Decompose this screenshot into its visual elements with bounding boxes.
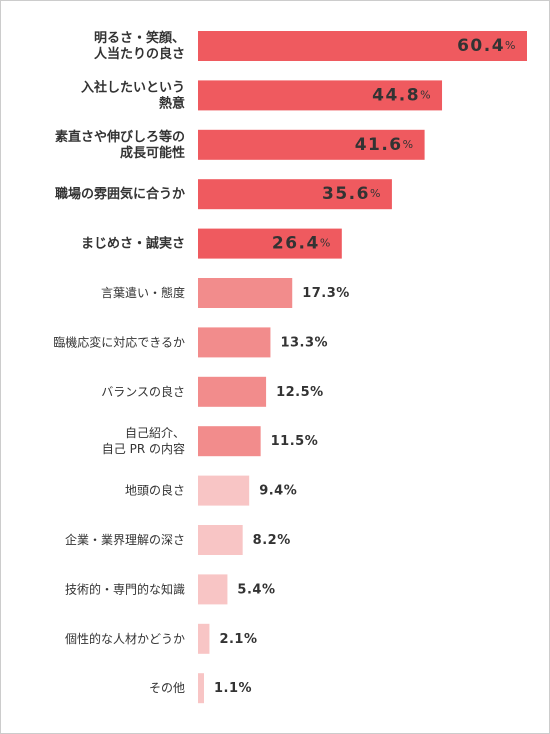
bar: [198, 623, 210, 654]
bar: [198, 475, 250, 506]
category-label: 地頭の良さ: [125, 482, 185, 497]
category-label: 入社したいという熱意: [81, 79, 185, 111]
bar: [198, 80, 443, 111]
category-label: まじめさ・誠実さ: [81, 235, 185, 251]
value-label: 41.6%: [355, 135, 415, 155]
category-label: 素直さや伸びしろ等の成長可能性: [55, 128, 185, 160]
value-label: 1.1%: [214, 681, 252, 696]
value-label: 60.4%: [457, 36, 517, 56]
bar: [198, 673, 204, 704]
value-label: 2.1%: [219, 631, 257, 646]
value-label: 44.8%: [372, 85, 432, 105]
value-label: 8.2%: [253, 533, 291, 548]
bar: [198, 129, 425, 160]
value-label: 5.4%: [237, 582, 275, 597]
value-label: 17.3%: [302, 286, 350, 301]
category-label: 企業・業界理解の深さ: [65, 532, 185, 547]
bar: [198, 31, 527, 61]
category-label: 個性的な人材かどうか: [65, 630, 185, 645]
category-label: 技術的・専門的な知識: [65, 581, 185, 596]
bar: [198, 376, 267, 407]
value-label: 35.6%: [322, 184, 382, 204]
bar: [198, 179, 392, 210]
bar: [198, 525, 243, 555]
category-label: 明るさ・笑顔、人当たりの良さ: [94, 30, 185, 62]
category-label: 言葉遣い・態度: [101, 285, 185, 300]
category-label: 職場の雰囲気に合うか: [55, 186, 185, 202]
category-label: バランスの良さ: [101, 383, 185, 398]
bar: [198, 327, 271, 358]
value-label: 12.5%: [276, 384, 324, 399]
category-label: その他: [149, 681, 185, 695]
value-label: 26.4%: [272, 234, 332, 254]
value-label: 11.5%: [271, 434, 319, 449]
bar: [198, 574, 228, 605]
bar: [198, 426, 261, 457]
bar: [198, 228, 342, 259]
category-label: 臨機応変に対応できるか: [53, 334, 185, 349]
category-label: 自己紹介、自己 PR の内容: [102, 426, 185, 456]
value-label: 9.4%: [259, 483, 297, 498]
value-label: 13.3%: [280, 335, 328, 350]
bar: [198, 278, 293, 308]
